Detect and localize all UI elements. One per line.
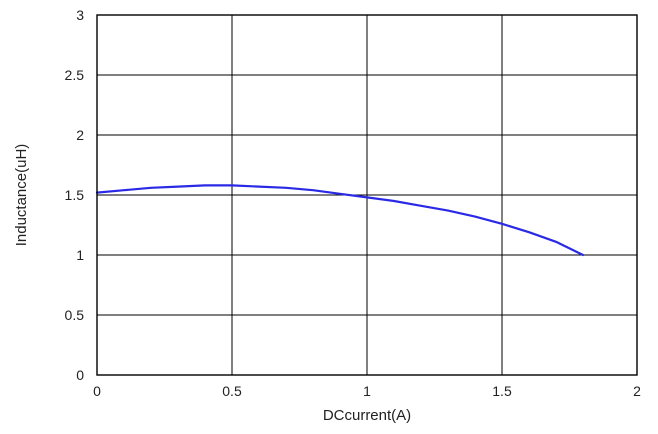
x-tick-label: 0 [93, 383, 101, 399]
y-axis-label: Inductance(uH) [13, 144, 30, 247]
x-tick-labels: 0 0.5 1 1.5 2 [93, 383, 641, 399]
y-tick-label: 2 [76, 127, 84, 143]
series-line [95, 184, 585, 257]
x-tick-label: 0.5 [222, 383, 242, 399]
x-tick-label: 2 [633, 383, 641, 399]
x-axis-label: DCcurrent(A) [323, 407, 411, 424]
plot-frame [96, 14, 638, 376]
x-tick-label: 1.5 [492, 383, 512, 399]
x-tick-label: 1 [363, 383, 371, 399]
series-layer [95, 184, 585, 257]
y-tick-label: 3 [76, 7, 84, 23]
y-tick-label: 2.5 [65, 67, 85, 83]
y-tick-labels: 0 0.5 1 1.5 2 2.5 3 [65, 7, 85, 383]
grid [97, 15, 637, 375]
y-tick-label: 1 [76, 247, 84, 263]
y-tick-label: 1.5 [65, 187, 85, 203]
y-tick-label: 0 [76, 367, 84, 383]
y-tick-label: 0.5 [65, 307, 85, 323]
